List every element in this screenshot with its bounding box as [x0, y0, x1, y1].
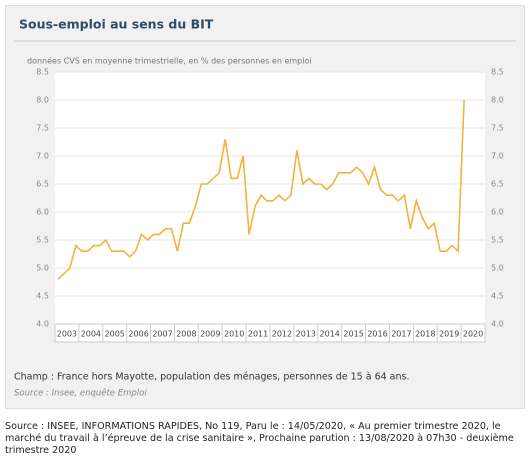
y-tick-label: 7.0 [36, 152, 49, 161]
chart-title: Sous-emploi au sens du BIT [19, 17, 214, 32]
plot-area [55, 72, 485, 324]
y2-tick-label: 6.0 [491, 208, 504, 217]
y-tick-label: 7.5 [36, 124, 49, 133]
line [57, 99, 465, 280]
y-tick-label: 8.0 [36, 96, 49, 105]
x-tick-label: 2014 [320, 330, 340, 339]
x-tick-label: 2015 [343, 330, 363, 339]
y2-tick-label: 5.0 [491, 264, 504, 273]
y2-tick-label: 7.5 [491, 124, 504, 133]
y-tick-label: 8.5 [36, 68, 49, 77]
subtitle: données CVS en moyenne trimestrielle, en… [27, 56, 312, 66]
y-tick-label: 5.5 [36, 236, 49, 245]
x-tick-label: 2008 [176, 330, 196, 339]
y-tick-label: 4.0 [36, 320, 49, 329]
x-tick-label: 2012 [272, 330, 292, 339]
x-tick-label: 2005 [105, 330, 125, 339]
y2-tick-label: 4.5 [491, 292, 504, 301]
x-tick-label: 2007 [152, 330, 172, 339]
y-tick-label: 6.0 [36, 208, 49, 217]
y2-tick-label: 7.0 [491, 152, 504, 161]
y-tick-label: 6.5 [36, 180, 49, 189]
x-tick-label: 2013 [296, 330, 316, 339]
x-tick-label: 2009 [200, 330, 220, 339]
x-tick-label: 2020 [463, 330, 483, 339]
x-tick-label: 2004 [81, 330, 101, 339]
x-tick-label: 2011 [248, 330, 268, 339]
x-tick-label: 2018 [415, 330, 435, 339]
y-tick-label: 5.0 [36, 264, 49, 273]
x-tick-label: 2010 [224, 330, 244, 339]
y2-tick-label: 6.5 [491, 180, 504, 189]
y2-tick-label: 8.0 [491, 96, 504, 105]
source: Source : Insee, enquête Emploi [14, 388, 147, 399]
x-tick-label: 2006 [128, 330, 148, 339]
x-tick-label: 2019 [439, 330, 459, 339]
x-tick-label: 2003 [57, 330, 77, 339]
chart: Sous-emploi au sens du BIT données CVS e… [14, 17, 516, 399]
y-tick-label: 4.5 [36, 292, 49, 301]
footer: Source : INSEE, INFORMATIONS RAPIDES, No… [5, 421, 514, 456]
y2-tick-label: 4.0 [491, 320, 504, 329]
y2-tick-label: 5.5 [491, 236, 504, 245]
note: Champ : France hors Mayotte, population … [14, 372, 410, 383]
x-tick-label: 2016 [367, 330, 387, 339]
x-tick-label: 2017 [391, 330, 411, 339]
y2-tick-label: 8.5 [491, 68, 504, 77]
